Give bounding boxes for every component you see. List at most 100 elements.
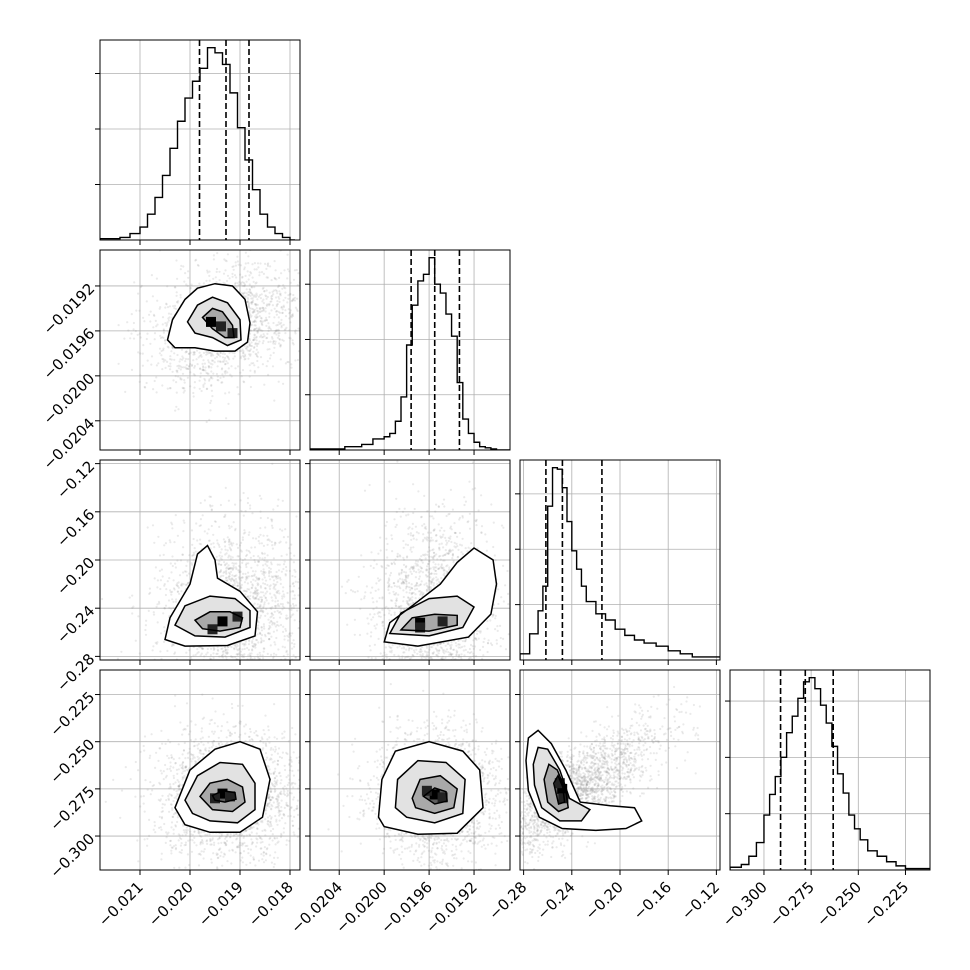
scatter-point xyxy=(206,387,209,390)
scatter-point xyxy=(219,551,222,554)
scatter-point xyxy=(208,351,212,354)
scatter-point xyxy=(242,354,245,357)
scatter-point xyxy=(233,667,235,669)
scatter-point xyxy=(221,367,224,370)
scatter-point xyxy=(370,618,373,621)
scatter-point xyxy=(156,621,159,624)
scatter-point xyxy=(202,366,205,369)
scatter-point xyxy=(295,308,298,311)
scatter-point xyxy=(230,525,233,528)
scatter-point xyxy=(248,531,251,534)
scatter-point xyxy=(202,385,205,388)
scatter-point xyxy=(246,497,250,500)
scatter-point xyxy=(160,349,163,353)
scatter-point xyxy=(169,541,172,544)
scatter-point xyxy=(303,320,305,322)
scatter-point xyxy=(235,646,238,649)
scatter-point xyxy=(263,708,265,710)
scatter-point xyxy=(435,566,438,569)
scatter-point xyxy=(412,591,415,594)
scatter-point xyxy=(237,584,240,587)
scatter-point xyxy=(220,555,224,558)
scatter-point xyxy=(166,580,169,583)
scatter-point xyxy=(190,666,192,668)
scatter-point xyxy=(257,583,260,586)
scatter-point xyxy=(269,606,272,610)
scatter-point xyxy=(416,652,419,655)
scatter-point xyxy=(448,566,451,569)
scatter-point xyxy=(203,530,206,533)
scatter-point xyxy=(426,684,428,686)
scatter-point xyxy=(259,616,262,619)
scatter-point xyxy=(251,677,253,679)
scatter-point xyxy=(256,303,259,306)
scatter-point xyxy=(256,298,259,301)
scatter-point xyxy=(192,395,195,398)
scatter-point xyxy=(334,686,336,688)
scatter-point xyxy=(155,605,158,609)
scatter-point xyxy=(249,591,252,594)
scatter-point xyxy=(436,702,438,704)
scatter-point xyxy=(254,343,257,346)
scatter-point xyxy=(135,309,138,312)
scatter-point xyxy=(259,245,261,247)
scatter-point xyxy=(421,653,424,656)
scatter-point xyxy=(466,550,469,553)
scatter-point xyxy=(241,655,244,658)
scatter-point xyxy=(246,703,248,705)
scatter-point xyxy=(151,524,155,527)
scatter-point xyxy=(272,652,276,655)
scatter-point xyxy=(220,700,222,702)
scatter-point xyxy=(266,295,269,299)
scatter-point xyxy=(234,644,237,648)
scatter-point xyxy=(250,286,254,289)
scatter-point xyxy=(258,651,261,654)
scatter-point xyxy=(247,278,250,281)
scatter-point xyxy=(411,596,414,599)
scatter-point xyxy=(398,572,401,575)
scatter-point xyxy=(225,572,228,575)
scatter-point xyxy=(241,576,244,579)
scatter-point xyxy=(266,660,268,662)
scatter-point xyxy=(189,351,192,354)
scatter-point xyxy=(385,653,388,656)
scatter-point xyxy=(181,386,184,389)
scatter-point xyxy=(336,571,338,573)
scatter-point xyxy=(391,599,394,602)
scatter-point xyxy=(245,578,248,581)
scatter-point xyxy=(270,524,274,527)
scatter-point xyxy=(247,262,250,265)
scatter-point xyxy=(453,541,456,545)
scatter-point xyxy=(256,593,259,596)
scatter-point xyxy=(206,372,209,375)
scatter-point xyxy=(230,375,233,378)
scatter-point xyxy=(492,696,494,698)
scatter-point xyxy=(282,593,285,596)
scatter-point xyxy=(269,265,272,268)
scatter-point xyxy=(441,655,444,658)
scatter-point xyxy=(235,648,238,651)
scatter-point xyxy=(224,650,227,653)
scatter-point xyxy=(175,291,178,294)
scatter-point xyxy=(284,328,287,331)
scatter-point xyxy=(379,673,381,675)
scatter-point xyxy=(280,554,283,558)
scatter-point xyxy=(238,648,241,651)
scatter-point xyxy=(249,271,252,274)
scatter-point xyxy=(192,725,194,727)
scatter-point xyxy=(235,543,238,546)
scatter-point xyxy=(226,566,229,569)
scatter-point xyxy=(293,299,297,302)
scatter-point xyxy=(266,652,269,656)
scatter-point xyxy=(300,306,302,308)
scatter-point xyxy=(288,632,291,635)
scatter-point xyxy=(225,656,228,659)
scatter-point xyxy=(306,691,308,693)
scatter-point xyxy=(212,258,215,261)
scatter-point xyxy=(191,554,194,557)
scatter-point xyxy=(148,587,151,590)
scatter-point xyxy=(247,304,250,307)
scatter-point xyxy=(267,632,270,635)
scatter-point xyxy=(303,316,305,318)
scatter-point xyxy=(182,705,184,707)
